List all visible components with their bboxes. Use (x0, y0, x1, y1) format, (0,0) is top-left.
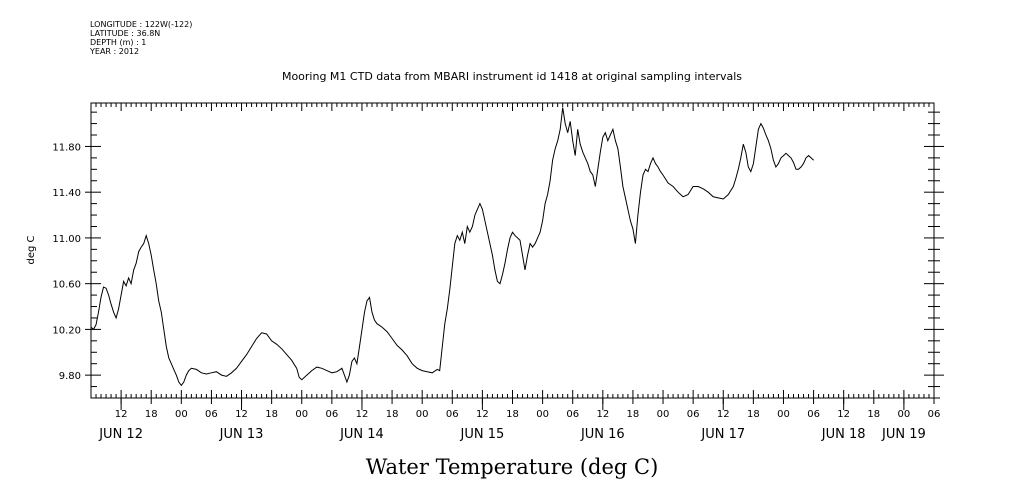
x-tick-label: 00 (175, 409, 188, 420)
x-tick-label: 06 (807, 409, 820, 420)
x-tick-label: 06 (325, 409, 338, 420)
y-tick-label: 11.80 (52, 142, 81, 153)
x-tick-label: 00 (657, 409, 670, 420)
metadata-block: LONGITUDE : 122W(-122) LATITUDE : 36.8N … (90, 20, 192, 56)
x-tick-label: 18 (145, 409, 158, 420)
x-tick-label: 18 (867, 409, 880, 420)
x-day-label: JUN 16 (580, 427, 625, 442)
y-tick-label: 10.20 (52, 325, 81, 336)
y-tick-label: 11.00 (52, 234, 81, 245)
y-tick-label: 10.60 (52, 280, 81, 291)
x-tick-label: 06 (928, 409, 941, 420)
x-tick-label: 00 (295, 409, 308, 420)
y-tick-label: 9.80 (59, 371, 81, 382)
bottom-title: Water Temperature (deg C) (366, 455, 659, 479)
x-day-label: JUN 13 (219, 427, 264, 442)
x-tick-label: 12 (115, 409, 128, 420)
x-tick-label: 12 (837, 409, 850, 420)
x-day-label: JUN 15 (460, 427, 505, 442)
x-tick-label: 18 (265, 409, 278, 420)
x-tick-label: 00 (777, 409, 790, 420)
x-tick-label: 18 (506, 409, 519, 420)
x-tick-label: 12 (235, 409, 248, 420)
x-day-label: JUN 12 (98, 427, 143, 442)
x-tick-label: 18 (747, 409, 760, 420)
x-day-label: JUN 18 (821, 427, 866, 442)
x-day-label: JUN 17 (700, 427, 745, 442)
water-temperature-line (90, 107, 814, 387)
x-tick-label: 12 (476, 409, 489, 420)
x-tick-label: 12 (717, 409, 730, 420)
plot-frame (90, 102, 935, 399)
x-tick-label: 00 (898, 409, 911, 420)
x-tick-label: 18 (627, 409, 640, 420)
meta-longitude: LONGITUDE : 122W(-122) (90, 20, 193, 29)
meta-depth: DEPTH (m) : 1 (90, 38, 147, 47)
x-tick-label: 06 (566, 409, 579, 420)
axis-labels: 12 18 00 06 12 18 00 06 12 18 00 06 12 18 00 06 12 18 00 06… (52, 142, 940, 442)
y-tick-label: 11.40 (52, 188, 81, 199)
meta-latitude: LATITUDE : 36.8N (90, 29, 161, 38)
x-tick-label: 06 (205, 409, 218, 420)
x-tick-label: 00 (416, 409, 429, 420)
y-axis-label: deg C (26, 235, 37, 264)
axis-ticks (85, 103, 944, 410)
x-day-label: JUN 19 (881, 427, 926, 442)
x-day-label: JUN 14 (339, 427, 384, 442)
x-tick-label: 18 (386, 409, 399, 420)
chart-title: Mooring M1 CTD data from MBARI instrumen… (282, 70, 742, 83)
x-tick-label: 06 (687, 409, 700, 420)
x-tick-label: 00 (536, 409, 549, 420)
x-tick-label: 12 (596, 409, 609, 420)
meta-year: YEAR : 2012 (90, 47, 140, 56)
x-tick-label: 12 (356, 409, 369, 420)
x-tick-label: 06 (446, 409, 459, 420)
